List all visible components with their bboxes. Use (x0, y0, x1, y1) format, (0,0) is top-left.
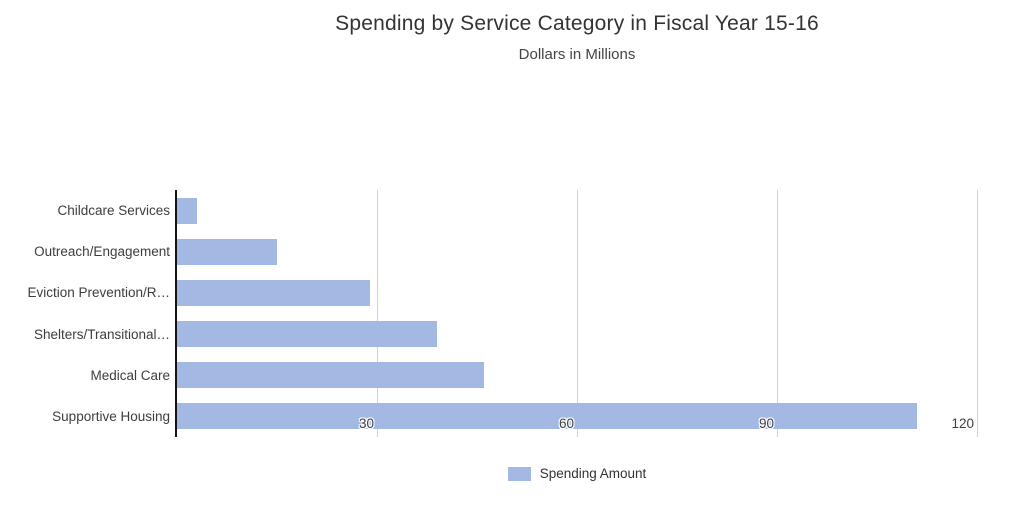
category-label: Shelters/Transitional… (33, 326, 170, 342)
category-label: Supportive Housing (52, 408, 170, 424)
plot-area (175, 190, 978, 437)
legend-swatch-icon (507, 466, 531, 481)
x-tick-label: 120 (951, 416, 974, 431)
bar-medical-care[interactable] (177, 362, 484, 389)
bar-eviction-prevention-r-[interactable] (177, 279, 371, 306)
bar-outreach-engagement[interactable] (177, 238, 277, 265)
gridline-x-90 (777, 190, 778, 437)
x-tick-label: 60 (558, 416, 574, 431)
legend-label: Spending Amount (539, 466, 647, 481)
legend[interactable]: Spending Amount (176, 466, 978, 481)
category-label: Childcare Services (57, 203, 170, 219)
category-label: Outreach/Engagement (34, 244, 170, 260)
gridline-x-60 (577, 190, 578, 437)
gridline-x-120 (977, 190, 978, 437)
x-tick-label: 30 (358, 416, 374, 431)
x-tick-label: 90 (758, 416, 774, 431)
chart-subtitle: Dollars in Millions (518, 46, 636, 63)
bar-childcare-services[interactable] (177, 197, 197, 224)
bar-shelters-transitional-[interactable] (177, 321, 437, 348)
bar-supportive-housing[interactable] (177, 403, 917, 430)
category-label: Medical Care (90, 367, 170, 383)
gridline-x-30 (377, 190, 378, 437)
chart-title: Spending by Service Category in Fiscal Y… (335, 12, 819, 35)
category-label: Eviction Prevention/R… (27, 285, 170, 301)
